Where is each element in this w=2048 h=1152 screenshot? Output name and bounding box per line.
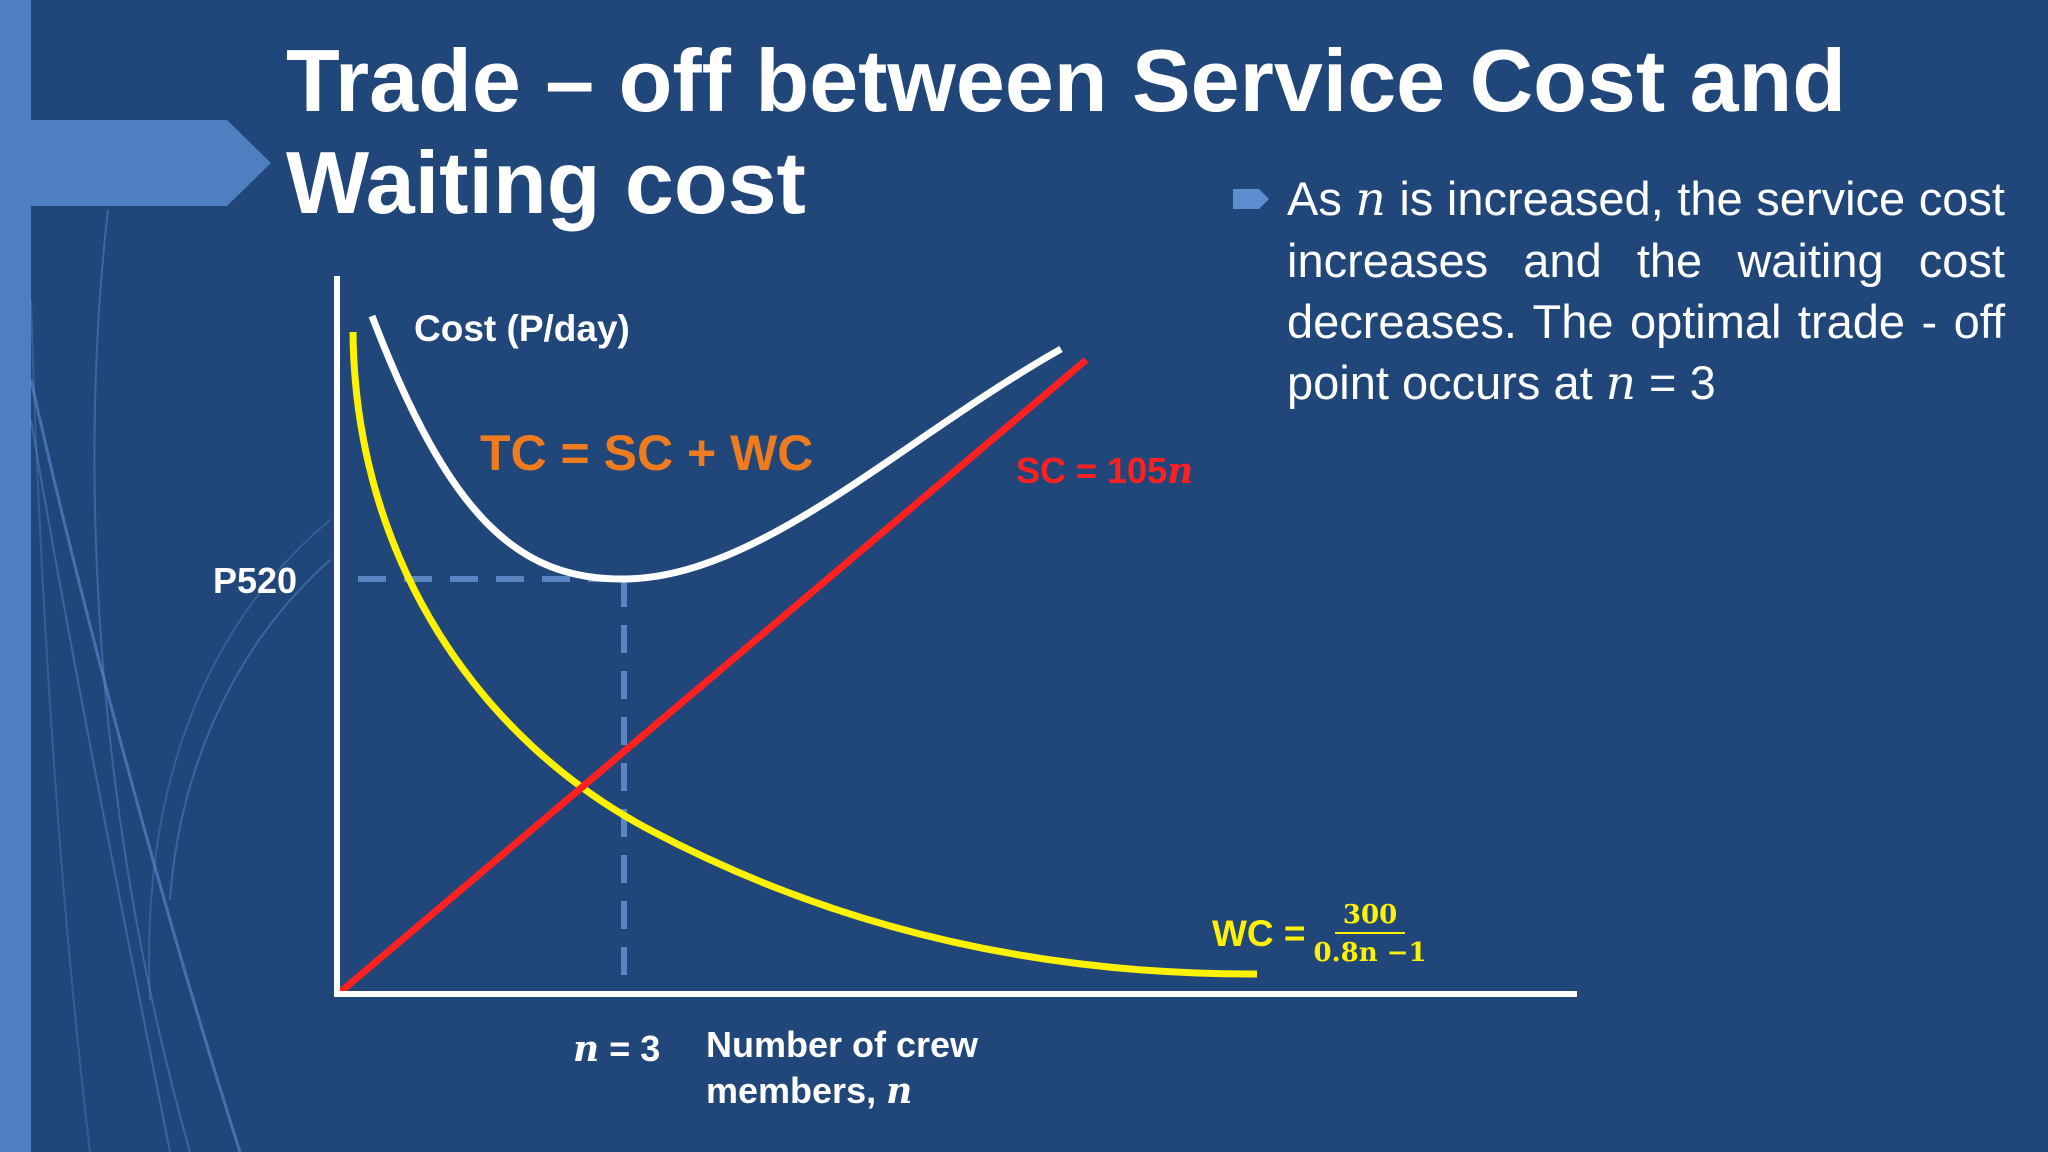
waiting-cost-label: WC = 300 0.8n −1	[1212, 900, 1427, 968]
bullet-text-part: = 3	[1636, 356, 1716, 409]
bullet-variable: n	[1355, 172, 1386, 227]
bullet-arrow-icon	[1233, 189, 1269, 209]
waiting-cost-denominator: 0.8n −1	[1313, 938, 1427, 968]
x-axis-label-text: Number of crew members,	[706, 1024, 979, 1111]
total-cost-curve	[368, 314, 1063, 583]
bullet-text: As n is increased, the service cost incr…	[1287, 168, 2005, 414]
service-cost-label: SC = 105n	[1016, 450, 1193, 492]
x-axis-label: Number of crew members, n	[706, 1022, 1026, 1114]
waiting-cost-formula: WC =	[1212, 913, 1306, 954]
total-cost-label: TC = SC + WC	[480, 425, 814, 481]
waiting-cost-numerator: 300	[1334, 900, 1406, 934]
title-arrow-tab	[31, 120, 271, 206]
left-accent-bar	[0, 0, 31, 1152]
waiting-cost-curve	[349, 331, 1258, 978]
slide-title: Trade – off between Service Cost and Wai…	[286, 31, 1847, 232]
optimum-cost-label: P520	[213, 560, 298, 601]
bullet-text-part: As	[1287, 172, 1356, 225]
y-axis-label: Cost (P/day)	[414, 308, 630, 349]
bullet-variable: n	[1605, 356, 1636, 411]
optimum-n-variable: n	[573, 1028, 600, 1070]
service-cost-line	[335, 357, 1089, 997]
service-cost-formula: SC = 105	[1016, 450, 1168, 491]
x-axis-variable: n	[886, 1070, 913, 1112]
optimum-n-value: = 3	[599, 1028, 661, 1069]
waiting-cost-fraction: 300 0.8n −1	[1314, 900, 1427, 968]
bullet-text-part: is increased, the service cost increases…	[1287, 172, 2005, 409]
optimum-n-label: n = 3	[573, 1028, 660, 1070]
service-cost-variable: n	[1167, 450, 1194, 492]
